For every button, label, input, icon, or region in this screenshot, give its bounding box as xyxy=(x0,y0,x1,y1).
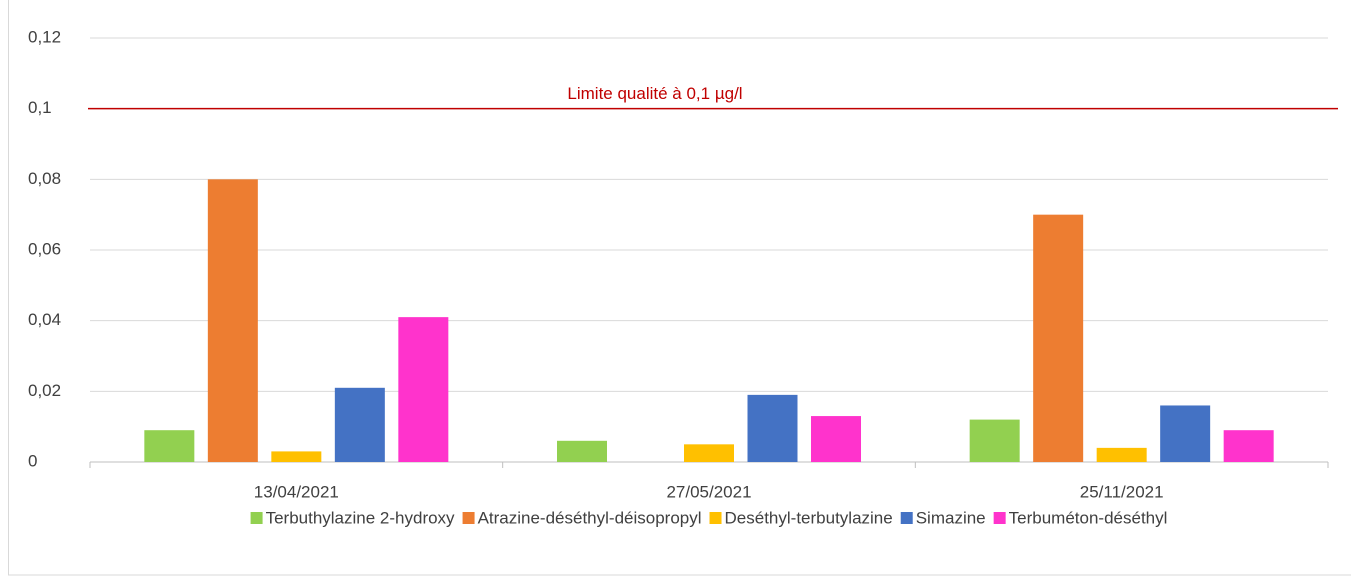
bar xyxy=(1160,405,1211,462)
bar xyxy=(684,444,734,462)
legend-swatch xyxy=(250,512,263,524)
bar xyxy=(271,451,322,462)
legend-swatch xyxy=(709,512,722,524)
threshold-label: Limite qualité à 0,1 µg/l xyxy=(567,84,742,103)
bar xyxy=(144,430,195,462)
chart-frame xyxy=(8,0,1351,576)
legend-swatch xyxy=(993,512,1006,524)
x-tick-label: 25/11/2021 xyxy=(1080,482,1164,501)
bar xyxy=(334,387,385,462)
legend-label: Terbuthylazine 2-hydroxy xyxy=(266,508,455,527)
y-tick-label: 0,06 xyxy=(28,239,61,258)
legend-label: Terbuméton-déséthyl xyxy=(1009,508,1168,527)
legend-label: Atrazine-déséthyl-déisopropyl xyxy=(478,508,702,527)
bar xyxy=(398,317,449,462)
x-tick-label: 13/04/2021 xyxy=(254,482,339,501)
bar xyxy=(1033,214,1084,462)
y-tick-label: 0 xyxy=(28,451,37,470)
y-tick-label: 0,12 xyxy=(28,27,61,46)
y-tick-label: 0,1 xyxy=(28,98,52,117)
bar xyxy=(747,394,798,462)
y-tick-label: 0,02 xyxy=(28,381,61,400)
bar xyxy=(969,419,1020,462)
bar xyxy=(811,416,861,462)
x-tick-label: 27/05/2021 xyxy=(666,482,751,501)
legend-swatch xyxy=(900,512,913,524)
bar xyxy=(1223,430,1274,462)
y-tick-label: 0,08 xyxy=(28,169,61,188)
bar xyxy=(557,440,607,462)
bar xyxy=(207,179,258,463)
bar xyxy=(1096,447,1147,462)
y-tick-label: 0,04 xyxy=(28,310,61,329)
legend-label: Simazine xyxy=(916,508,986,527)
legend-label: Deséthyl-terbutylazine xyxy=(725,508,893,527)
legend-swatch xyxy=(462,512,475,524)
